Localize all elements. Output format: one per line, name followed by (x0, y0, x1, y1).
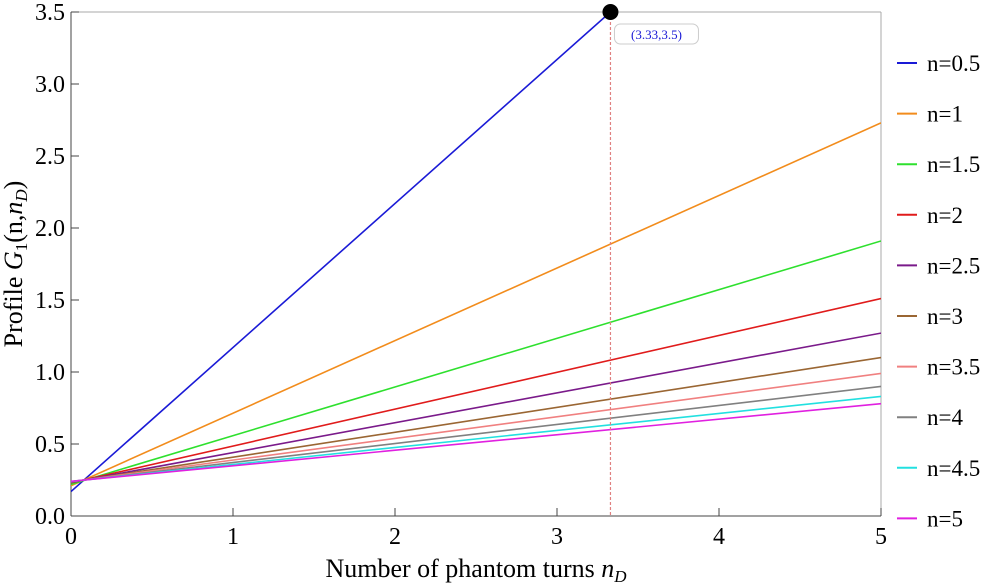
legend-label: n=3.5 (927, 355, 980, 380)
plot-area (71, 12, 881, 493)
series-line (71, 122, 881, 487)
y-label-part: ) (0, 181, 28, 190)
x-label-var: n (601, 554, 614, 583)
series-line (71, 356, 881, 483)
legend-label: n=2.5 (927, 253, 980, 278)
y-label-part: D (12, 189, 31, 203)
y-label-part: (n, (0, 215, 28, 243)
x-tick-label: 0 (65, 524, 77, 550)
y-label-part: G (0, 251, 28, 270)
series-line (71, 12, 612, 493)
legend-label: n=3 (927, 304, 963, 329)
x-label-text: Number of phantom turns (325, 554, 594, 583)
marker-label-box (613, 23, 699, 45)
y-tick-label: 2.0 (35, 216, 65, 242)
y-tick-label: 0.0 (35, 504, 65, 530)
x-tick-label: 1 (227, 524, 239, 550)
series-line (71, 395, 881, 483)
series-line (71, 385, 881, 483)
marker-point (602, 4, 619, 20)
legend-label: n=4.5 (927, 456, 980, 481)
y-tick-label: 3.0 (35, 72, 65, 98)
y-axis-label: Profile G1(n,nD) (0, 181, 31, 348)
y-tick-label: 1.0 (35, 360, 65, 386)
y-tick-label: 2.5 (35, 144, 65, 170)
marker-label: (3.33,3.5) (631, 27, 682, 42)
y-label-part: 1 (12, 243, 31, 252)
x-label-sub: D (613, 567, 627, 585)
x-tick-label: 2 (389, 524, 401, 550)
series-line (71, 240, 881, 486)
y-tick-label: 0.5 (35, 432, 65, 458)
y-tick-label: 1.5 (35, 288, 65, 314)
legend-label: n=0.5 (927, 51, 980, 76)
series-line (71, 402, 881, 483)
x-tick-label: 5 (875, 524, 887, 550)
x-axis-label: Number of phantom turns nD (325, 554, 627, 585)
legend-label: n=2 (927, 203, 963, 228)
series-line (71, 297, 881, 484)
series-line (71, 332, 881, 484)
y-label-part: Profile (0, 270, 28, 347)
legend-label: n=1.5 (927, 152, 980, 177)
x-tick-label: 4 (713, 524, 725, 550)
x-tick-label: 3 (551, 524, 563, 550)
legend-label: n=5 (927, 506, 963, 531)
y-label-part: n (0, 202, 28, 215)
y-tick-label: 3.5 (35, 0, 65, 26)
legend-label: n=4 (927, 405, 963, 430)
series-line (71, 372, 881, 483)
legend-label: n=1 (927, 102, 963, 127)
